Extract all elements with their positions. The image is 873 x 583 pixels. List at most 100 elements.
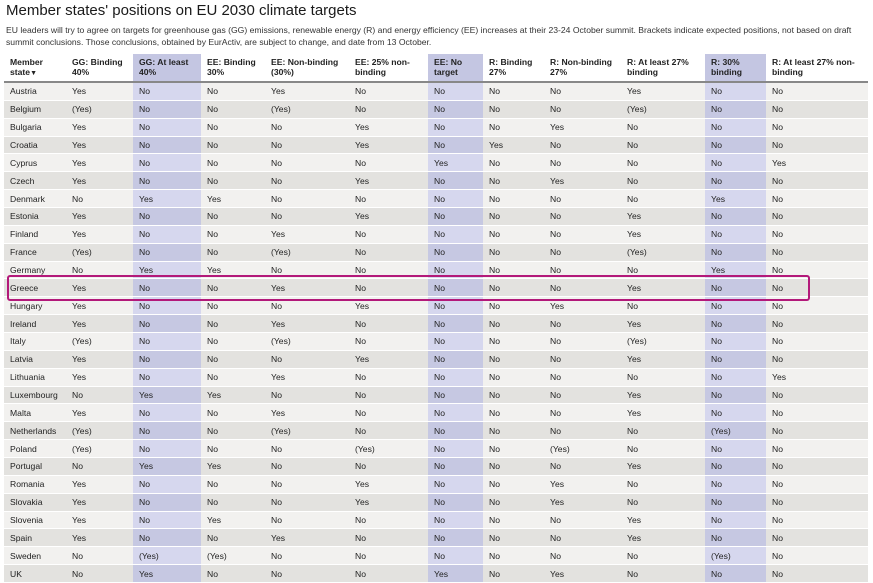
position-cell: No bbox=[483, 225, 544, 244]
position-cell: No bbox=[483, 314, 544, 334]
position-cell: No bbox=[705, 153, 766, 173]
column-header-label: R: 30% binding bbox=[711, 57, 743, 77]
position-cell: (Yes) bbox=[201, 546, 265, 566]
member-state-cell: Portugal bbox=[4, 457, 66, 476]
table-row: Luxembourg No Yes Yes No No No No No Yes No No bbox=[4, 386, 868, 405]
position-cell: No bbox=[766, 475, 868, 494]
column-header: GG: At least 40% bbox=[133, 54, 201, 83]
column-header: R: At least 27% binding bbox=[621, 54, 705, 83]
position-cell: No bbox=[265, 350, 349, 369]
member-state-cell: Malta bbox=[4, 403, 66, 423]
position-cell: No bbox=[483, 564, 544, 583]
column-header-label: R: At least 27% non-binding bbox=[772, 57, 855, 77]
position-cell: No bbox=[483, 350, 544, 369]
position-cell: No bbox=[766, 350, 868, 369]
table-row: Austria Yes No No Yes No No No No Yes No No bbox=[4, 82, 868, 101]
position-cell: Yes bbox=[544, 118, 621, 137]
position-cell: No bbox=[428, 493, 483, 512]
member-state-cell: Sweden bbox=[4, 546, 66, 566]
position-cell: No bbox=[621, 546, 705, 566]
position-cell: No bbox=[349, 368, 428, 387]
position-cell: No bbox=[265, 118, 349, 137]
position-cell: No bbox=[265, 493, 349, 512]
position-cell: No bbox=[544, 225, 621, 244]
position-cell: No bbox=[133, 439, 201, 459]
column-header: EE: Binding 30% bbox=[201, 54, 265, 83]
position-cell: No bbox=[265, 386, 349, 405]
position-cell: No bbox=[705, 528, 766, 548]
position-cell: No bbox=[201, 528, 265, 548]
member-state-cell: Netherlands bbox=[4, 421, 66, 441]
position-cell: Yes bbox=[66, 136, 133, 155]
table-row: Bulgaria Yes No No No Yes No No Yes No No No bbox=[4, 118, 868, 137]
position-cell: No bbox=[544, 386, 621, 405]
position-cell: No bbox=[621, 493, 705, 512]
position-cell: No bbox=[766, 403, 868, 423]
member-state-cell: Italy bbox=[4, 332, 66, 351]
position-cell: No bbox=[201, 314, 265, 334]
position-cell: Yes bbox=[349, 136, 428, 155]
position-cell: Yes bbox=[133, 457, 201, 476]
position-cell: No bbox=[428, 457, 483, 476]
position-cell: No bbox=[133, 475, 201, 494]
position-cell: (Yes) bbox=[705, 546, 766, 566]
position-cell: Yes bbox=[265, 368, 349, 387]
position-cell: No bbox=[621, 564, 705, 583]
position-cell: (Yes) bbox=[66, 243, 133, 262]
position-cell: Yes bbox=[265, 528, 349, 548]
position-cell: (Yes) bbox=[621, 332, 705, 351]
table-row: UK No Yes No No No Yes No Yes No No No bbox=[4, 564, 868, 583]
position-cell: Yes bbox=[544, 475, 621, 494]
position-cell: No bbox=[265, 171, 349, 191]
table-row: Greece Yes No No Yes No No No No Yes No No bbox=[4, 278, 868, 298]
position-cell: No bbox=[349, 82, 428, 101]
position-cell: No bbox=[265, 153, 349, 173]
position-cell: No bbox=[483, 82, 544, 101]
position-cell: No bbox=[705, 368, 766, 387]
position-cell: No bbox=[483, 511, 544, 530]
position-cell: No bbox=[201, 100, 265, 119]
position-cell: No bbox=[201, 118, 265, 137]
member-state-cell: Luxembourg bbox=[4, 386, 66, 405]
position-cell: No bbox=[544, 350, 621, 369]
position-cell: No bbox=[66, 261, 133, 280]
position-cell: No bbox=[705, 403, 766, 423]
position-cell: No bbox=[66, 386, 133, 405]
position-cell: Yes bbox=[621, 511, 705, 530]
position-cell: No bbox=[705, 136, 766, 155]
position-cell: Yes bbox=[349, 493, 428, 512]
position-cell: Yes bbox=[544, 564, 621, 583]
position-cell: No bbox=[483, 332, 544, 351]
position-cell: No bbox=[705, 350, 766, 369]
position-cell: No bbox=[428, 243, 483, 262]
position-cell: No bbox=[265, 261, 349, 280]
position-cell: No bbox=[349, 243, 428, 262]
position-cell: No bbox=[621, 475, 705, 494]
position-cell: (Yes) bbox=[621, 100, 705, 119]
position-cell: No bbox=[265, 546, 349, 566]
position-cell: No bbox=[544, 421, 621, 441]
sort-arrow-icon[interactable]: ▼ bbox=[30, 70, 37, 77]
position-cell: No bbox=[428, 403, 483, 423]
member-state-cell: Slovenia bbox=[4, 511, 66, 530]
position-cell: No bbox=[265, 296, 349, 316]
position-cell: No bbox=[349, 528, 428, 548]
member-state-cell: Romania bbox=[4, 475, 66, 494]
column-header-member-state[interactable]: Member state▼ bbox=[4, 54, 66, 83]
table-row: Netherlands (Yes) No No (Yes) No No No No No (Yes)… bbox=[4, 421, 868, 441]
position-cell: No bbox=[133, 171, 201, 191]
position-cell: No bbox=[133, 118, 201, 137]
position-cell: Yes bbox=[66, 207, 133, 226]
position-cell: No bbox=[766, 100, 868, 119]
position-cell: No bbox=[349, 100, 428, 119]
position-cell: No bbox=[133, 332, 201, 351]
position-cell: No bbox=[483, 546, 544, 566]
table-row: Hungary Yes No No No Yes No No Yes No No No bbox=[4, 296, 868, 316]
position-cell: (Yes) bbox=[265, 332, 349, 351]
positions-table-wrapper: Member state▼ GG: Binding 40% GG: At least… bbox=[4, 54, 868, 583]
position-cell: No bbox=[766, 296, 868, 316]
position-cell: No bbox=[483, 189, 544, 209]
column-header: GG: Binding 40% bbox=[66, 54, 133, 83]
position-cell: No bbox=[66, 564, 133, 583]
table-row: Malta Yes No No Yes No No No No Yes No No bbox=[4, 403, 868, 423]
